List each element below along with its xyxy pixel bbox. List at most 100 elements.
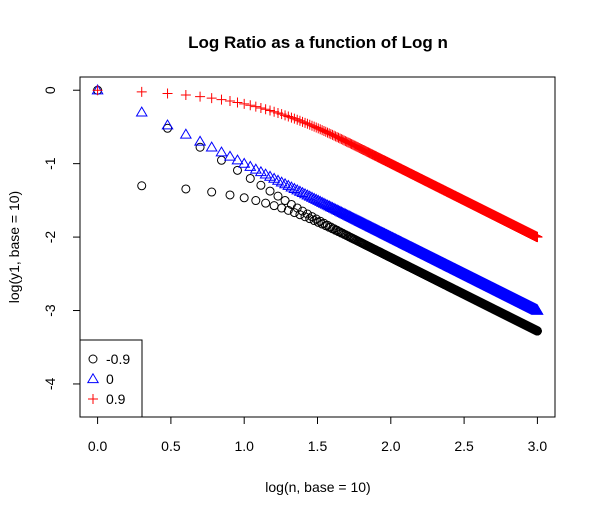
data-point bbox=[231, 154, 244, 165]
data-points bbox=[91, 84, 544, 336]
data-point bbox=[92, 85, 103, 96]
data-point bbox=[304, 119, 315, 130]
data-point bbox=[254, 165, 267, 177]
x-tick-label: 2.0 bbox=[381, 438, 401, 454]
data-point bbox=[333, 132, 344, 143]
data-point bbox=[301, 189, 314, 200]
data-point bbox=[296, 186, 309, 198]
data-point bbox=[195, 91, 206, 102]
data-point bbox=[334, 133, 345, 144]
data-point bbox=[244, 160, 257, 171]
data-point bbox=[216, 94, 227, 105]
x-tick-label: 3.0 bbox=[528, 438, 548, 454]
legend-label: 0 bbox=[106, 371, 114, 387]
data-point bbox=[193, 135, 207, 146]
data-point bbox=[327, 202, 341, 213]
data-point bbox=[232, 165, 242, 175]
data-point bbox=[206, 93, 217, 104]
data-point bbox=[306, 120, 317, 131]
data-point bbox=[294, 115, 305, 126]
data-point bbox=[285, 181, 298, 192]
data-point bbox=[260, 104, 271, 115]
data-point bbox=[309, 216, 319, 226]
data-point bbox=[280, 196, 290, 206]
chart-title: Log Ratio as a function of Log n bbox=[188, 33, 448, 52]
data-point bbox=[232, 97, 243, 108]
data-point bbox=[207, 187, 217, 197]
data-point bbox=[245, 173, 255, 183]
legend: -0.9 0 0.9 bbox=[79, 339, 143, 418]
data-point bbox=[180, 90, 191, 101]
x-tick-label: 0.0 bbox=[88, 438, 108, 454]
data-point bbox=[292, 114, 303, 125]
data-point bbox=[245, 100, 256, 111]
data-point bbox=[289, 113, 300, 124]
x-tick-label: 1.0 bbox=[234, 438, 254, 454]
data-point bbox=[321, 199, 334, 210]
data-point bbox=[256, 180, 266, 190]
data-point bbox=[273, 191, 283, 201]
data-point bbox=[137, 181, 147, 191]
y-tick-label: -2 bbox=[42, 231, 58, 244]
data-point bbox=[162, 88, 173, 99]
data-point bbox=[239, 193, 249, 203]
data-point bbox=[251, 196, 261, 206]
data-point bbox=[278, 177, 292, 189]
x-axis: 0.0 0.5 1.0 1.5 2.0 2.5 3.0 bbox=[88, 416, 548, 454]
data-point bbox=[265, 105, 276, 116]
data-point bbox=[261, 198, 271, 208]
data-point bbox=[297, 116, 308, 127]
data-point bbox=[136, 86, 147, 97]
data-point bbox=[250, 101, 261, 112]
legend-marker bbox=[88, 394, 98, 404]
data-point bbox=[135, 106, 148, 117]
data-point bbox=[223, 150, 237, 161]
y-tick-label: -1 bbox=[42, 157, 58, 170]
y-axis-label: log(y1, base = 10) bbox=[6, 191, 22, 303]
data-point bbox=[326, 201, 339, 213]
data-point bbox=[181, 184, 191, 194]
data-point bbox=[283, 205, 293, 215]
data-point bbox=[300, 212, 310, 222]
x-tick-label: 2.5 bbox=[454, 438, 474, 454]
data-point bbox=[311, 122, 322, 133]
data-point bbox=[269, 201, 279, 211]
series-triangle bbox=[91, 84, 544, 315]
data-point bbox=[324, 200, 337, 212]
y-tick-label: -3 bbox=[42, 304, 58, 317]
data-point bbox=[305, 214, 315, 224]
data-point bbox=[302, 118, 313, 129]
data-point bbox=[336, 134, 347, 145]
data-point bbox=[531, 304, 544, 315]
data-point bbox=[195, 142, 205, 152]
legend-marker bbox=[86, 372, 100, 384]
data-point bbox=[317, 197, 331, 208]
series-plus bbox=[92, 85, 543, 243]
data-point bbox=[323, 200, 336, 211]
x-axis-label: log(n, base = 10) bbox=[265, 479, 370, 495]
legend-label: -0.9 bbox=[106, 351, 130, 367]
data-point bbox=[288, 182, 301, 193]
data-point bbox=[300, 117, 311, 128]
data-point bbox=[238, 157, 251, 168]
y-tick-label: -4 bbox=[42, 378, 58, 391]
data-point bbox=[265, 186, 275, 196]
data-point bbox=[225, 190, 235, 200]
data-point bbox=[161, 119, 174, 130]
data-point bbox=[339, 135, 350, 146]
data-point bbox=[205, 141, 218, 152]
data-point bbox=[179, 128, 192, 139]
data-point bbox=[277, 203, 287, 213]
data-point bbox=[337, 134, 348, 145]
y-tick-label: 0 bbox=[42, 86, 58, 94]
data-point bbox=[224, 96, 235, 107]
x-tick-label: 1.5 bbox=[308, 438, 328, 454]
data-point bbox=[302, 209, 312, 219]
series-circle bbox=[93, 85, 542, 336]
x-tick-label: 0.5 bbox=[161, 438, 181, 454]
data-point bbox=[298, 206, 308, 216]
data-point bbox=[269, 106, 280, 117]
data-point bbox=[298, 187, 312, 199]
y-axis: 0 -1 -2 -3 -4 bbox=[42, 86, 81, 391]
